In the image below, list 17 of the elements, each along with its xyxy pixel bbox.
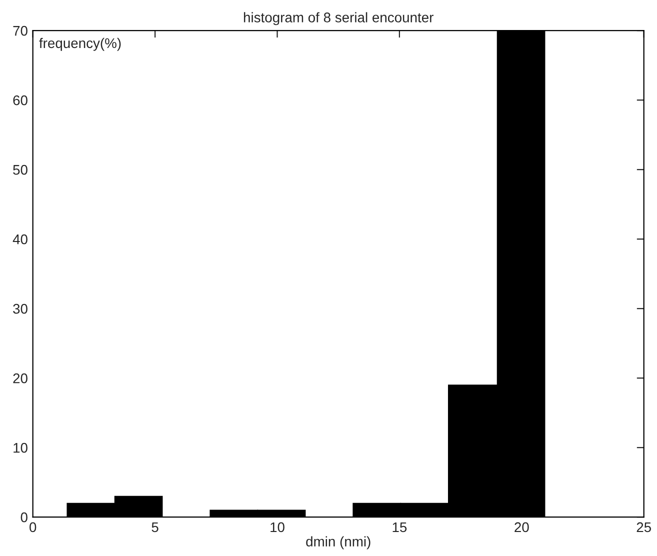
x-tick-label: 20 — [514, 522, 529, 532]
x-tick-label: 10 — [270, 522, 284, 532]
y-tick-label: 70 — [13, 26, 28, 36]
y-tick-label: 50 — [13, 164, 28, 175]
x-tick-label: 15 — [392, 522, 407, 532]
y-tick-label: 10 — [14, 442, 28, 453]
x-tick-label: 25 — [636, 522, 652, 532]
chart-title: histogram of 8 serial encounter — [244, 12, 434, 26]
y-tick-label: 30 — [13, 304, 28, 314]
x-tick-label: 5 — [152, 522, 158, 532]
y-tick-label: 0 — [20, 512, 28, 522]
x-tick-label: 0 — [30, 522, 36, 532]
y-tick-label: 40 — [12, 234, 28, 244]
y-axis-title: frequency(%) — [39, 38, 121, 51]
x-axis-title: dmin (nmi) — [306, 536, 370, 550]
y-tick-label: 60 — [13, 95, 28, 106]
y-tick-label: 20 — [13, 373, 28, 384]
